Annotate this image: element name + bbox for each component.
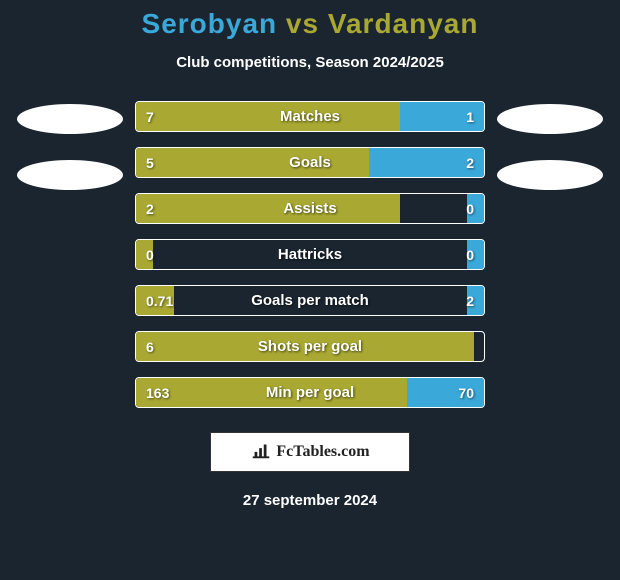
stat-value-left: 163: [146, 378, 169, 407]
stat-row: 0.71 2Goals per match: [135, 285, 485, 316]
stat-value-right: 2: [466, 286, 474, 315]
comparison-bars: 71Matches52Goals20Assists00Hattricks0.71…: [135, 101, 485, 408]
avatar-column-left: [17, 101, 123, 190]
player2-team-placeholder: [497, 160, 603, 190]
title-player1: Serobyan: [142, 8, 278, 39]
page-title: Serobyan vs Vardanyan: [0, 8, 620, 40]
stat-row: 16370Min per goal: [135, 377, 485, 408]
infographic-container: Serobyan vs Vardanyan Club competitions,…: [0, 0, 620, 580]
stat-value-right: 0: [466, 194, 474, 223]
stat-value-left: 6: [146, 332, 154, 361]
stat-value-right: 2: [466, 148, 474, 177]
title-vs: vs: [286, 8, 319, 39]
stat-row: 52Goals: [135, 147, 485, 178]
bar-chart-icon: [250, 439, 272, 466]
stat-value-right: 70: [458, 378, 474, 407]
player1-team-placeholder: [17, 160, 123, 190]
stat-value-right: 0: [466, 240, 474, 269]
stat-label: Goals per match: [136, 286, 484, 315]
content-area: 71Matches52Goals20Assists00Hattricks0.71…: [0, 101, 620, 408]
stat-value-left: 0.71: [146, 286, 173, 315]
stat-bar-left: [136, 194, 400, 223]
stat-value-left: 7: [146, 102, 154, 131]
stat-value-left: 0: [146, 240, 154, 269]
date: 27 september 2024: [0, 492, 620, 509]
stat-row: 6Shots per goal: [135, 331, 485, 362]
stat-row: 20Assists: [135, 193, 485, 224]
stat-bar-left: [136, 148, 369, 177]
stat-value-right: 1: [466, 102, 474, 131]
title-player2: Vardanyan: [328, 8, 479, 39]
stat-bar-left: [136, 332, 474, 361]
stat-value-left: 5: [146, 148, 154, 177]
stat-value-left: 2: [146, 194, 154, 223]
player1-avatar-placeholder: [17, 104, 123, 134]
avatar-column-right: [497, 101, 603, 190]
source-logo-text: FcTables.com: [276, 443, 369, 461]
subtitle: Club competitions, Season 2024/2025: [0, 54, 620, 71]
stat-row: 0 0Hattricks: [135, 239, 485, 270]
source-logo: FcTables.com: [210, 432, 410, 472]
stat-bar-left: [136, 378, 407, 407]
stat-label: Hattricks: [136, 240, 484, 269]
player2-avatar-placeholder: [497, 104, 603, 134]
stat-row: 71Matches: [135, 101, 485, 132]
stat-bar-left: [136, 102, 400, 131]
